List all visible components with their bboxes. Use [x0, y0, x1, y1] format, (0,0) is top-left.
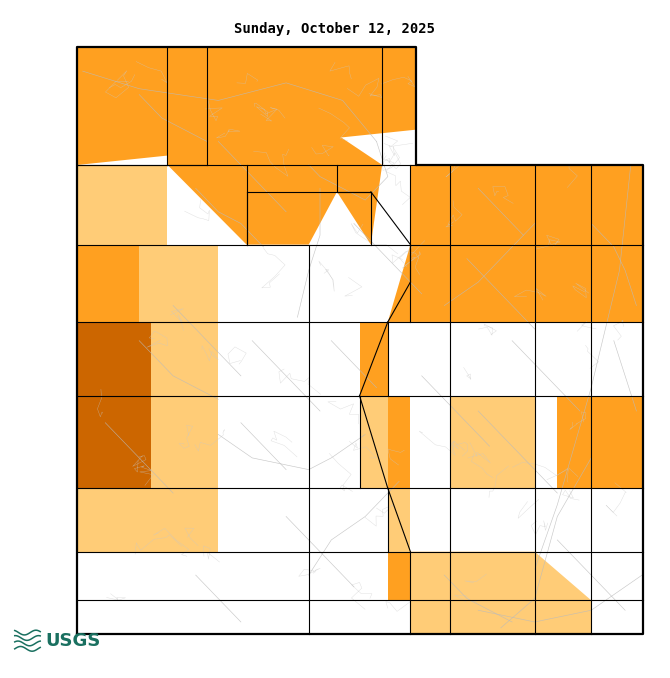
Polygon shape: [388, 488, 421, 634]
Polygon shape: [66, 322, 133, 488]
Polygon shape: [382, 47, 450, 322]
Polygon shape: [557, 396, 643, 488]
Polygon shape: [77, 47, 643, 634]
Polygon shape: [77, 47, 643, 165]
Polygon shape: [77, 245, 139, 396]
Polygon shape: [450, 396, 535, 488]
Text: Sunday, October 12, 2025: Sunday, October 12, 2025: [234, 22, 436, 36]
Polygon shape: [168, 47, 382, 245]
Polygon shape: [77, 165, 168, 488]
Polygon shape: [360, 322, 411, 488]
Polygon shape: [450, 165, 643, 322]
Text: USGS: USGS: [45, 632, 100, 650]
Polygon shape: [557, 94, 643, 165]
Polygon shape: [77, 322, 151, 488]
Polygon shape: [411, 552, 591, 634]
Polygon shape: [77, 245, 218, 552]
Polygon shape: [77, 36, 643, 47]
Polygon shape: [66, 47, 77, 575]
Polygon shape: [360, 396, 411, 552]
